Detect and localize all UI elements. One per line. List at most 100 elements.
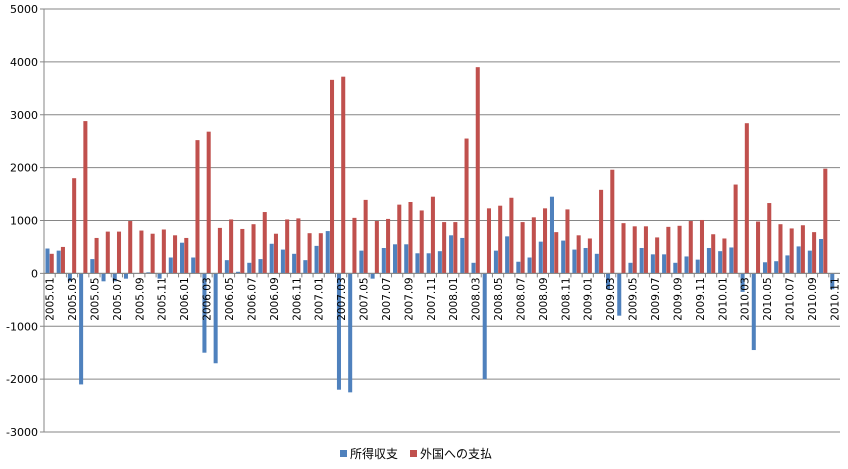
y-tick-label: -3000 (6, 426, 38, 439)
x-tick-label: 2005.11 (157, 277, 169, 320)
bar-income (561, 240, 566, 274)
bar-income (617, 273, 622, 316)
bar-income (639, 247, 644, 274)
bar-payments (576, 235, 581, 274)
x-tick-label: 2008.07 (515, 277, 527, 320)
y-axis-ticks: -3000 -2000 -1000 0 1000 2000 3000 4000 5000 (6, 3, 44, 439)
bar-income (538, 241, 543, 274)
bar-income (280, 249, 285, 274)
x-tick-label: 2006.05 (224, 277, 236, 320)
x-tick-label: 2010.11 (829, 277, 841, 320)
bar-income (449, 235, 454, 274)
legend: 所得収支 外国への支払 (340, 446, 492, 461)
bar-income (830, 273, 835, 290)
bar-income (505, 236, 510, 274)
bar-payments (363, 199, 368, 274)
y-tick-label: 2000 (10, 162, 38, 175)
bar-payments (397, 204, 402, 274)
x-tick-label: 2007.03 (336, 277, 348, 320)
bar-payments (599, 189, 604, 274)
x-tick-label: 2010.05 (762, 277, 774, 320)
bar-income (572, 249, 577, 274)
y-tick-label: 5000 (10, 3, 38, 16)
bar-payments (632, 226, 637, 274)
bar-income (191, 257, 196, 274)
bar-payments (206, 131, 211, 274)
bar-payments (554, 232, 559, 274)
bar-income (594, 253, 599, 274)
bar-income (79, 273, 84, 385)
y-tick-label: -1000 (6, 320, 38, 333)
bar-income (236, 271, 241, 274)
bar-income (123, 273, 128, 279)
bar-income (45, 248, 50, 274)
bar-payments (318, 233, 323, 274)
bar-payments (352, 217, 357, 274)
bar-income (415, 253, 420, 274)
bar-income (819, 239, 824, 274)
y-tick-label: 0 (31, 267, 38, 280)
bar-payments (800, 225, 805, 274)
gridlines (44, 8, 840, 433)
bar-income (269, 243, 274, 274)
bar-payments (184, 237, 189, 274)
bar-income (224, 260, 229, 274)
x-tick-label: 2007.05 (359, 277, 371, 320)
bar-income (482, 273, 487, 380)
bar-payments (374, 221, 379, 274)
bar-payments (722, 238, 727, 274)
bar-income (628, 262, 633, 274)
bar-income (325, 231, 330, 274)
bar-income (762, 262, 768, 274)
bar-income (370, 273, 375, 279)
bar-income (718, 251, 723, 274)
bar-payments (699, 219, 705, 274)
x-tick-label: 2010.01 (717, 277, 729, 320)
bar-income (751, 273, 756, 351)
bar-payments (116, 231, 122, 274)
bar-payments (655, 237, 660, 274)
bar-payments (767, 203, 772, 274)
x-tick-label: 2009.07 (650, 277, 662, 320)
bar-income (213, 273, 218, 364)
bar-income (706, 247, 711, 274)
bar-payments (677, 225, 682, 274)
bar-income (157, 273, 162, 279)
x-tick-label: 2008.09 (538, 277, 550, 320)
bar-payments (756, 221, 761, 274)
bar-payments (442, 222, 447, 274)
bar-income (774, 261, 779, 274)
bar-payments (94, 237, 99, 274)
bar-payments (139, 230, 144, 274)
bar-payments (83, 121, 88, 274)
bar-income (112, 273, 117, 282)
bar-income (426, 253, 431, 274)
bar-payments (419, 210, 424, 274)
bar-payments (273, 233, 278, 274)
bar-income (471, 262, 476, 274)
x-tick-label: 2009.03 (605, 277, 617, 320)
bar-payments (329, 79, 335, 274)
bar-income (258, 259, 263, 274)
x-tick-label: 2005.03 (67, 277, 79, 320)
bar-payments (128, 221, 133, 274)
bar-income (336, 273, 341, 390)
bar-payments (430, 196, 435, 274)
x-tick-label: 2010.03 (740, 277, 752, 320)
bar-income (146, 272, 151, 274)
bar-payments (105, 231, 110, 274)
bar-income (292, 253, 297, 274)
bar-income (460, 237, 465, 274)
bar-income (179, 242, 185, 274)
x-tick-label: 2008.05 (493, 277, 505, 320)
bar-income (527, 257, 532, 274)
bar-payments (509, 197, 514, 274)
bar-income (606, 273, 611, 290)
legend-swatch (410, 450, 417, 457)
bar-income (56, 250, 61, 274)
bar-income (583, 247, 588, 274)
x-tick-label: 2009.05 (628, 277, 640, 320)
x-tick-label: 2005.01 (45, 277, 57, 320)
bar-payments (744, 123, 749, 274)
